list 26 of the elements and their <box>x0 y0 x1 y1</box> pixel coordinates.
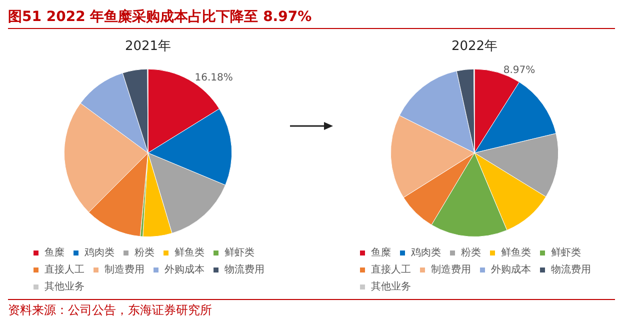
legend-label: 粉类 <box>134 246 154 258</box>
legend-label: 制造费用 <box>431 264 471 276</box>
legend-label: 鸡肉类 <box>410 246 441 258</box>
text: 资料来源：公司公告，东海证券研究所 <box>8 299 615 319</box>
legend-label: 鲜鱼类 <box>174 246 204 258</box>
chart-title: 2022年 <box>451 39 498 54</box>
legend-label: 外购成本 <box>164 264 204 276</box>
legend-label: 制造费用 <box>104 264 144 276</box>
legend-label: 鲜虾类 <box>551 246 581 258</box>
legend-label: 其他业务 <box>371 280 411 292</box>
chart-title: 2021年 <box>124 39 172 54</box>
legend-label: 直接人工 <box>44 264 84 276</box>
legend-label: 直接人工 <box>371 264 411 276</box>
legend-label: 物流费用 <box>551 264 591 276</box>
legend-label: 粉类 <box>461 246 481 258</box>
data-label: 16.18% <box>194 72 233 84</box>
data-label: 8.97% <box>503 64 536 76</box>
caption: 图51 2022 年鱼糜采购成本占比下降至 8.97% <box>8 8 615 29</box>
legend-label: 鲜虾类 <box>224 246 254 258</box>
legend-label: 鱼糜 <box>371 246 391 258</box>
legend-label: 外购成本 <box>491 264 531 276</box>
legend-label: 物流费用 <box>224 264 264 276</box>
legend-label: 其他业务 <box>44 280 84 292</box>
legend-label: 鸡肉类 <box>84 246 114 258</box>
legend-label: 鱼糜 <box>44 246 64 258</box>
legend-label: 鲜鱼类 <box>501 246 531 258</box>
